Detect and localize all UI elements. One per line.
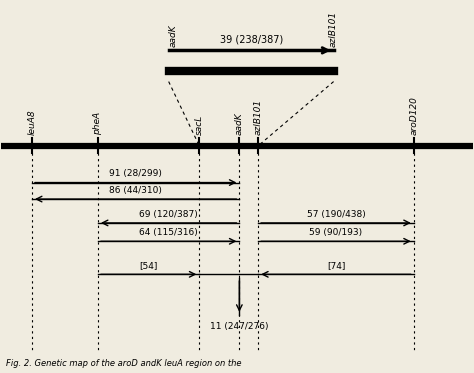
Text: pheA: pheA (93, 112, 102, 135)
Text: azlB101: azlB101 (329, 10, 338, 47)
Text: 11 (247/276): 11 (247/276) (210, 322, 269, 331)
Text: 69 (120/387): 69 (120/387) (139, 210, 198, 219)
Text: [74]: [74] (327, 261, 345, 270)
Text: 64 (115/316): 64 (115/316) (139, 228, 198, 237)
Text: Fig. 2. Genetic map of the aroD andK leuA region on the: Fig. 2. Genetic map of the aroD andK leu… (6, 359, 242, 368)
Text: [54]: [54] (139, 261, 158, 270)
Text: 91 (28/299): 91 (28/299) (109, 169, 162, 178)
Text: aadK: aadK (169, 24, 178, 47)
Text: 86 (44/310): 86 (44/310) (109, 186, 162, 195)
Text: leuA8: leuA8 (27, 109, 36, 135)
Text: aadK: aadK (235, 112, 244, 135)
Text: 39 (238/387): 39 (238/387) (219, 35, 283, 45)
Text: azlB101: azlB101 (254, 99, 263, 135)
Text: 59 (90/193): 59 (90/193) (310, 228, 363, 237)
Text: sacL: sacL (195, 115, 204, 135)
Text: 57 (190/438): 57 (190/438) (307, 210, 365, 219)
Text: aroD120: aroD120 (409, 96, 418, 135)
